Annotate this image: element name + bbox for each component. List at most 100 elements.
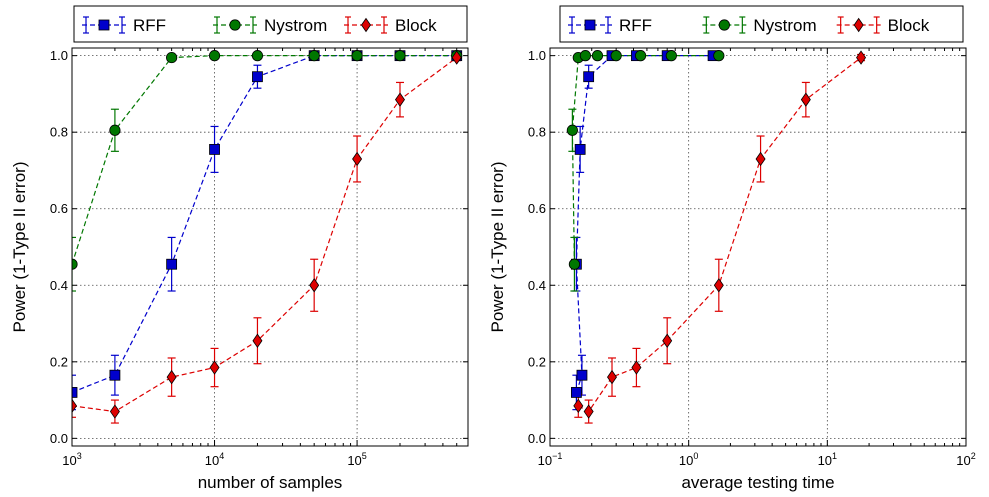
y-tick-label: 0.4 [50,278,68,293]
legend-marker-nystrom [229,19,241,31]
data-point-rff [574,144,586,155]
legend-entry-rff: RFF [82,16,166,35]
legend-label-nystrom: Nystrom [264,16,327,35]
series-line-rff [575,55,714,393]
series-line-rff [72,55,457,393]
data-point-block [713,278,724,293]
data-point-block [109,404,120,419]
series-line-block [72,57,458,413]
data-point-rff [109,369,121,381]
data-point-nystrom [568,258,581,270]
y-tick-label: 1.0 [528,48,546,63]
data-point-nystrom [610,50,622,62]
legend-entry-nystrom: Nystrom [702,16,817,35]
data-point-block [166,369,177,385]
legend-entry-rff: RFF [568,16,652,35]
legend-marker-rff [98,19,110,31]
y-tick-label: 0.2 [528,354,546,369]
x-tick-label: 102 [956,451,975,468]
data-point-block [573,398,584,414]
data-point-block [583,404,594,419]
data-point-block [800,92,811,107]
data-point-nystrom [665,50,677,62]
data-point-rff [583,71,595,83]
data-point-rff [166,258,178,270]
data-point-block [856,50,867,65]
legend-entry-block: Block [836,16,930,35]
data-point-nystrom [208,50,221,62]
data-point-nystrom [109,124,121,136]
legend-entry-block: Block [344,16,437,35]
data-point-rff [72,387,78,398]
grid [72,48,468,446]
data-point-rff [209,144,220,155]
data-point-nystrom [351,50,363,62]
legend-marker-nystrom [718,19,730,31]
series-line-nystrom [571,55,719,265]
data-point-block [607,369,617,385]
y-tick-label: 0.8 [50,125,68,140]
data-point-block [309,278,320,293]
legend-box [73,5,468,43]
data-point-nystrom [394,50,406,62]
data-point-nystrom [566,124,578,136]
ticks [71,48,468,446]
y-tick-label: 0.6 [528,201,546,216]
plot-frame [71,47,469,447]
data-point-block [72,398,77,414]
data-point-block [631,360,642,375]
series-line-block [578,57,862,413]
data-point-nystrom [251,50,264,62]
y-axis-label: Power (1-Type II error) [10,162,29,333]
y-axis-label: Power (1-Type II error) [488,162,507,333]
data-point-nystrom [579,50,591,62]
legend-label-block: Block [888,16,930,35]
data-point-nystrom [713,50,725,62]
data-point-nystrom [634,50,647,62]
legend-label-rff: RFF [619,16,652,35]
x-tick-label: 103 [62,451,81,468]
y-tick-label: 0.2 [50,354,68,369]
data-point-rff [576,369,588,381]
series-layer [566,50,867,424]
data-point-block [209,360,220,375]
data-point-block [662,333,673,348]
data-point-block [352,151,363,167]
legend-label-nystrom: Nystrom [753,16,816,35]
y-tick-label: 1.0 [50,48,68,63]
plot-frame [549,47,967,447]
x-axis-label: average testing time [681,473,834,492]
data-point-rff [570,387,582,398]
x-tick-label: 105 [347,451,366,468]
legend-marker-block [361,17,371,33]
x-tick-label: 104 [205,451,224,468]
x-tick-label: 10−1 [538,451,563,468]
data-point-block [755,151,766,167]
data-point-block [451,50,462,65]
data-point-block [395,92,405,107]
x-tick-label: 101 [818,451,837,468]
y-tick-label: 0.0 [50,431,68,446]
series-line-nystrom [72,55,457,265]
legend-box [559,5,964,43]
x-tick-label: 100 [679,451,698,468]
legend: RFF Nystrom Block [559,5,964,43]
legend-label-rff: RFF [133,16,166,35]
series-layer [72,50,463,424]
x-axis-label: number of samples [198,473,343,492]
data-point-rff [252,71,263,83]
data-point-nystrom [591,50,604,62]
data-point-nystrom [166,51,178,64]
legend-marker-block [853,17,864,33]
data-point-block [252,333,263,348]
legend: RFF Nystrom Block [73,5,468,43]
y-tick-label: 0.4 [528,278,546,293]
chart-panel-2: 0.0 0.2 0.4 0.6 0.8 1.0 10−1 100 101 102 average t… [488,5,976,492]
legend-marker-rff [584,19,596,31]
legend-label-block: Block [395,16,437,35]
data-point-nystrom [308,50,320,62]
y-tick-label: 0.6 [50,201,68,216]
y-tick-label: 0.8 [528,125,546,140]
